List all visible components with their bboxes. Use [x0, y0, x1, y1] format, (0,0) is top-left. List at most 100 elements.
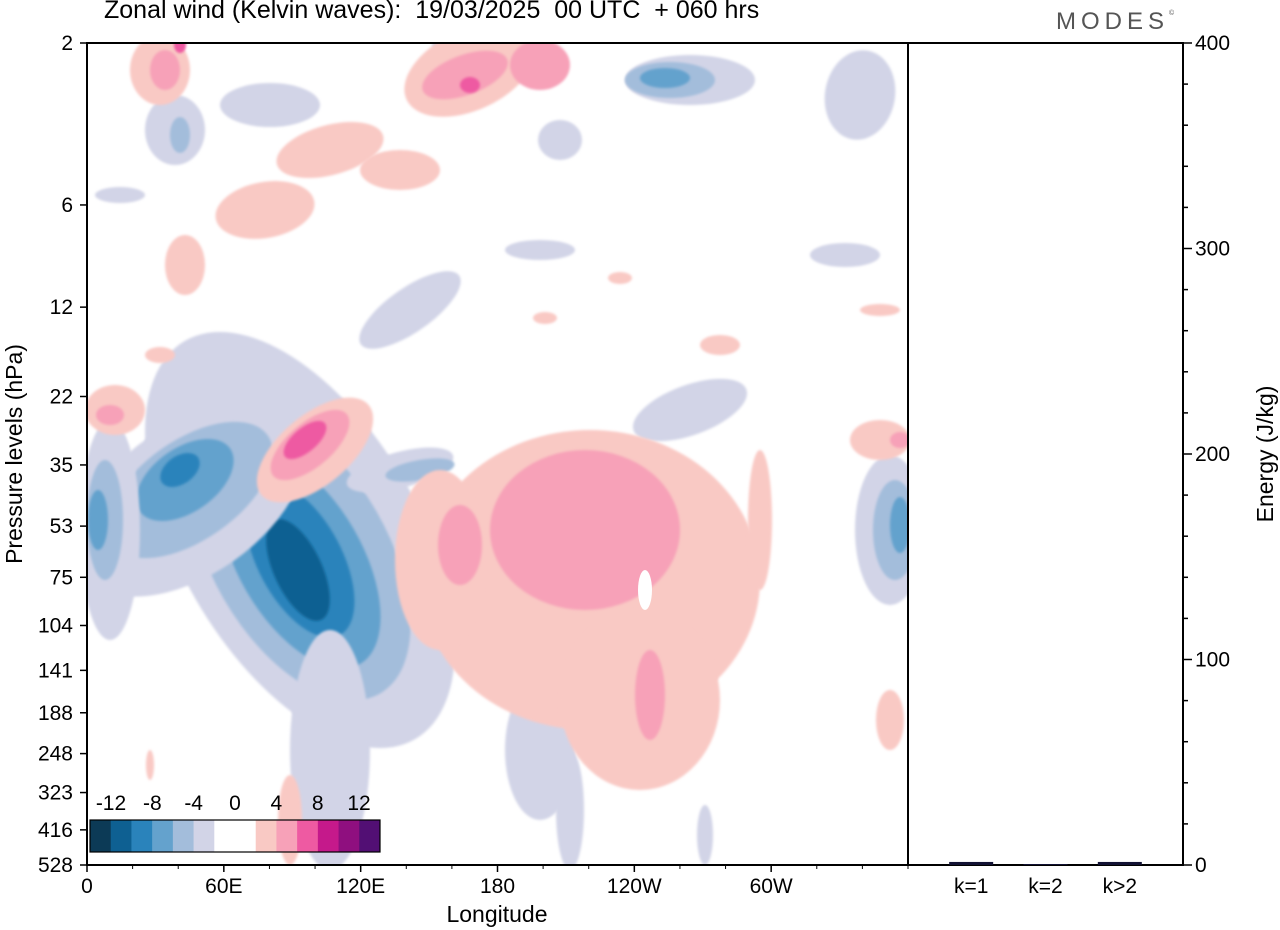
easterly-contour — [890, 497, 908, 553]
easterly-contour — [359, 271, 461, 349]
westerly-contour — [422, 50, 508, 100]
energy-tick-label: 0 — [1195, 854, 1207, 877]
wind-anomaly-field — [87, 43, 908, 865]
y-tick-label: 104 — [38, 614, 73, 637]
westerly-contour — [215, 181, 315, 239]
colorbar-swatch — [193, 820, 215, 852]
colorbar-swatch — [255, 820, 277, 852]
axis-titles: Longitude Pressure levels (hPa) Energy (… — [1, 344, 1278, 927]
westerly-contour — [490, 450, 680, 610]
modes-logo: MODES© — [1056, 8, 1174, 36]
westerly-contour — [850, 420, 908, 460]
y-tick-label: 22 — [50, 385, 73, 408]
easterly-contour — [88, 490, 108, 550]
colorbar-swatch — [297, 820, 319, 852]
x-tick-label: 120W — [607, 875, 662, 898]
chart-title: Zonal wind (Kelvin waves): 19/03/2025 00… — [104, 0, 760, 24]
westerly-contour — [145, 347, 175, 363]
y-tick-label: 248 — [38, 743, 73, 766]
easterly-contour — [640, 68, 690, 88]
colorbar-swatch — [90, 820, 112, 852]
westerly-contour — [276, 121, 384, 179]
y-tick-label: 323 — [38, 782, 73, 805]
y-tick-label: 528 — [38, 854, 73, 877]
westerly-contour — [174, 43, 186, 53]
colorbar-swatch — [214, 820, 236, 852]
colorbar-border — [89, 819, 381, 853]
westerly-contour — [510, 43, 570, 90]
x-tick-label: 60E — [205, 875, 242, 898]
westerly-contour — [438, 505, 482, 585]
energy-tick-label: 100 — [1195, 649, 1230, 672]
westerly-contour — [876, 690, 904, 750]
easterly-contour — [95, 187, 145, 203]
y-tick-label: 2 — [61, 32, 73, 55]
colorbar-swatch — [172, 820, 195, 852]
energy-axis-title: Energy (J/kg) — [1252, 386, 1278, 523]
easterly-contour — [170, 117, 190, 153]
colorbar-label: -8 — [143, 792, 162, 815]
colorbar: -12 -8 -4 0 4 8 12 — [89, 792, 381, 853]
colorbar-swatch — [131, 820, 153, 852]
colorbar-label: 0 — [229, 792, 241, 815]
x-tick-label: 180 — [480, 875, 515, 898]
colorbar-label: -4 — [184, 792, 203, 815]
y-tick-label: 12 — [50, 296, 73, 319]
colorbar-swatch — [276, 820, 298, 852]
y-tick-label: 416 — [38, 819, 73, 842]
colorbar-swatch — [338, 820, 360, 852]
energy-category-label: k=2 — [1028, 875, 1062, 898]
x-axis-title: Longitude — [446, 901, 547, 927]
easterly-contour — [538, 120, 582, 160]
westerly-contour — [533, 312, 557, 324]
colorbar-swatch — [317, 820, 340, 852]
colorbar-swatch — [235, 820, 257, 852]
x-tick-label: 0 — [81, 875, 93, 898]
westerly-contour — [283, 420, 327, 460]
x-tick-label: 60W — [750, 875, 793, 898]
westerly-contour — [890, 432, 908, 448]
easterly-contour — [632, 378, 748, 442]
westerly-contour — [146, 750, 154, 780]
colorbar-label: 12 — [347, 792, 370, 815]
easterly-contour — [160, 452, 200, 488]
colorbar-swatch — [152, 820, 174, 852]
westerly-contour — [608, 272, 632, 284]
energy-category-label: k>2 — [1103, 875, 1137, 898]
colorbar-swatch — [110, 820, 132, 852]
energy-tick-label: 200 — [1195, 443, 1230, 466]
y-tick-label: 75 — [50, 566, 73, 589]
y-tick-label: 6 — [61, 194, 73, 217]
colorbar-swatch — [359, 820, 381, 852]
x-tick-label: 120E — [336, 875, 385, 898]
modes-logo-text: MODES — [1056, 8, 1170, 35]
energy-panel: 0 100 200 300 400 k=1 k=2 k>2 — [949, 32, 1230, 898]
westerly-contour — [360, 150, 440, 190]
energy-bar-k=1 — [949, 861, 994, 865]
energy-tick-label: 400 — [1195, 32, 1230, 55]
westerly-contour — [860, 304, 900, 316]
energy-category-label: k=1 — [954, 875, 988, 898]
easterly-contour — [824, 50, 896, 140]
x-axis: 0 60E 120E 180 120W 60W — [81, 865, 909, 898]
zero-contour-gap — [638, 570, 652, 610]
westerly-contour — [96, 405, 124, 425]
energy-bar-k>2 — [1097, 861, 1142, 865]
westerly-contour — [460, 77, 480, 93]
westerly-contour — [165, 235, 205, 295]
easterly-contour — [266, 519, 330, 621]
westerly-contour — [150, 50, 180, 90]
y-tick-label: 141 — [38, 659, 73, 682]
y-axis: 2 6 12 22 35 53 75 104 141 188 248 323 416 528 — [38, 32, 87, 877]
y-axis-title: Pressure levels (hPa) — [1, 344, 27, 564]
westerly-contour — [700, 335, 740, 355]
colorbar-label: 4 — [270, 792, 282, 815]
easterly-contour — [810, 243, 880, 267]
colorbar-label: 8 — [312, 792, 324, 815]
energy-border — [907, 42, 1184, 866]
copyright-mark: © — [1169, 10, 1175, 17]
y-tick-label: 53 — [50, 515, 73, 538]
y-tick-label: 188 — [38, 702, 73, 725]
y-tick-label: 35 — [50, 454, 73, 477]
